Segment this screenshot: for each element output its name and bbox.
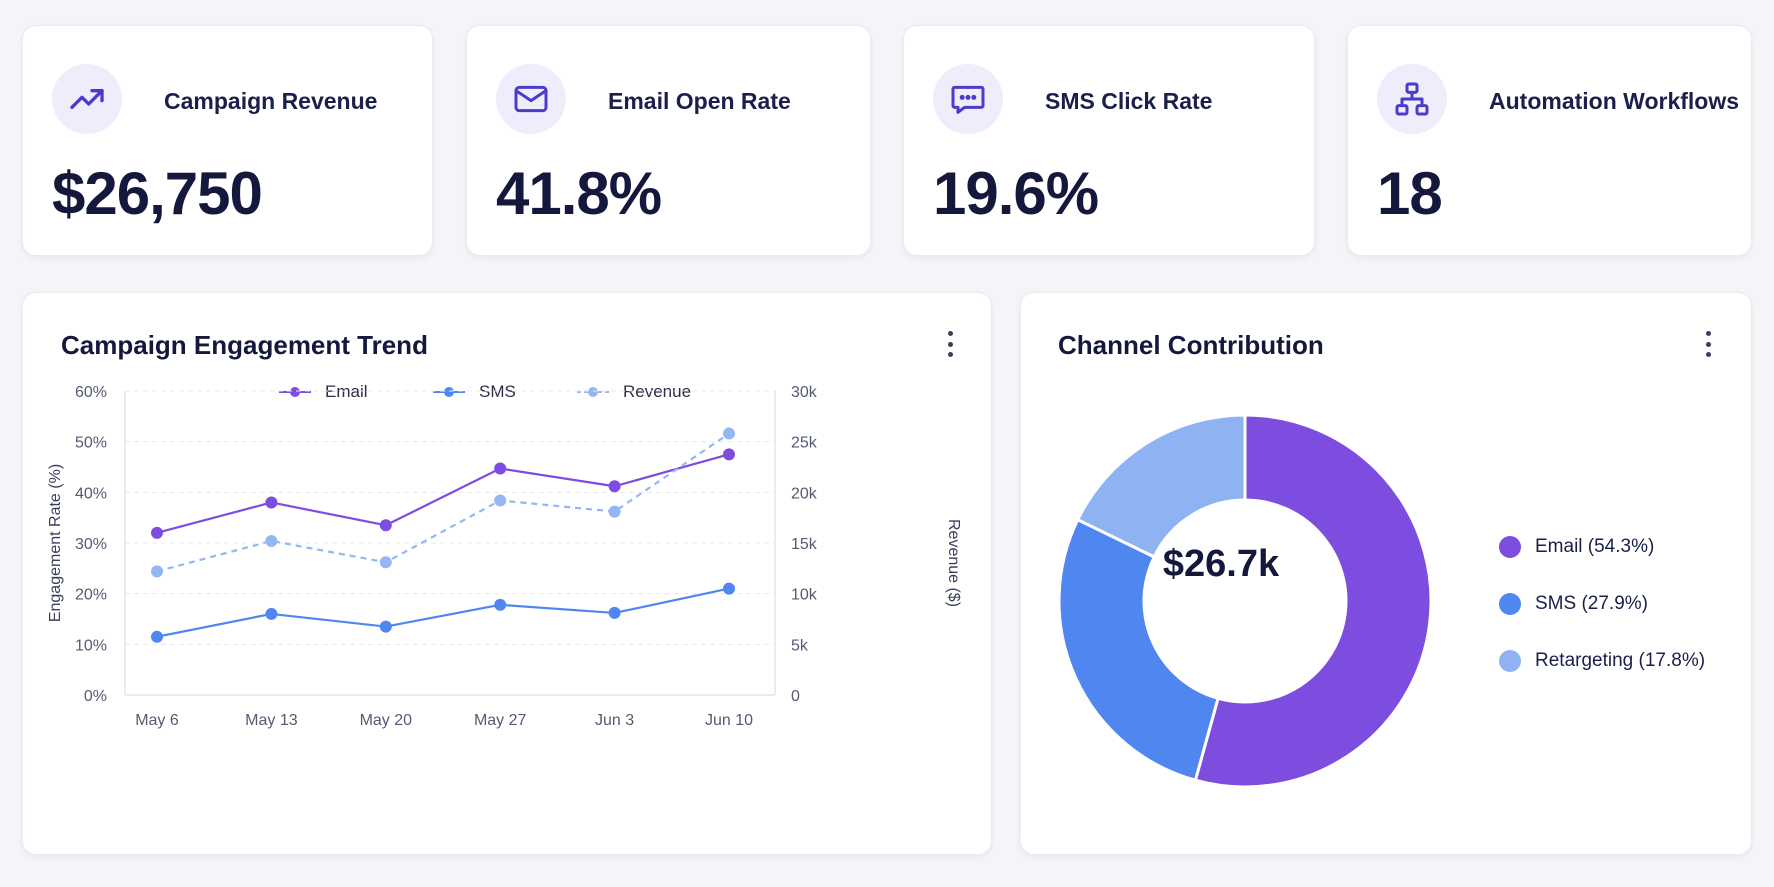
y-tick-label: 50% [75, 435, 107, 452]
more-vertical-icon[interactable] [1698, 329, 1718, 359]
data-point-email[interactable] [608, 480, 621, 493]
y2-tick-label: 0 [791, 688, 800, 705]
x-tick-label: Jun 3 [595, 712, 634, 729]
y2-tick-label: 5k [791, 637, 809, 654]
y2-axis-title: Revenue ($) [945, 519, 962, 607]
legend-label: SMS (27.9%) [1535, 593, 1648, 614]
kpi-value: $26,750 [52, 160, 263, 227]
data-point-sms[interactable] [608, 606, 621, 619]
data-point-revenue[interactable] [723, 427, 735, 440]
data-point-email[interactable] [723, 448, 735, 461]
data-point-revenue[interactable] [379, 556, 392, 569]
donut-center-label: $26.7k [1162, 543, 1280, 585]
data-point-revenue[interactable] [151, 565, 163, 578]
more-vertical-icon[interactable] [940, 329, 960, 359]
channel-donut-chart [1057, 413, 1433, 789]
donut-legend-item-email[interactable]: Email (54.3%) [1499, 536, 1654, 558]
legend-label: Email (54.3%) [1535, 536, 1655, 557]
data-point-sms[interactable] [723, 582, 735, 595]
legend-dot [1499, 536, 1521, 558]
legend-marker-email [279, 387, 311, 397]
donut-slice-sms[interactable] [1057, 518, 1220, 782]
chat-bubble-icon [933, 64, 1003, 134]
trending-up-icon [52, 64, 122, 134]
y-tick-label: 10% [75, 637, 107, 654]
x-tick-label: Jun 10 [705, 712, 753, 729]
panel-title: Channel Contribution [1058, 330, 1324, 360]
y-tick-label: 60% [75, 384, 107, 401]
kpi-title: SMS Click Rate [1045, 88, 1213, 114]
kpi-title: Automation Workflows [1489, 88, 1740, 114]
kpi-value: 19.6% [933, 160, 1099, 227]
engagement-trend-chart: 0% 0 10% 5k 20% 10k 30% 15k 40% 20k 50% 25k 60% 30k Ma… [47, 384, 962, 729]
data-point-sms[interactable] [494, 598, 507, 611]
kpi-card-email-open-rate[interactable]: Email Open Rate 41.8% [466, 25, 871, 256]
y2-tick-label: 15k [791, 536, 818, 553]
y-tick-label: 20% [75, 587, 107, 604]
data-point-revenue[interactable] [608, 505, 621, 518]
y-axis-title: Engagement Rate (%) [47, 464, 64, 622]
kpi-value: 18 [1377, 160, 1443, 227]
data-point-sms[interactable] [265, 607, 278, 620]
engagement-trend-panel: Campaign Engagement Trend Email SMS Reve… [22, 292, 992, 855]
x-tick-label: May 6 [135, 712, 179, 729]
y2-tick-label: 10k [791, 587, 818, 604]
y-tick-label: 30% [75, 536, 107, 553]
data-point-sms[interactable] [151, 630, 163, 643]
x-tick-label: May 27 [474, 712, 527, 729]
data-point-email[interactable] [151, 526, 163, 539]
series-line-sms [156, 587, 730, 638]
legend-label: Retargeting (17.8%) [1535, 650, 1706, 671]
data-point-email[interactable] [494, 462, 507, 475]
legend-dot [1499, 593, 1521, 615]
kpi-value: 41.8% [496, 160, 662, 227]
legend-marker-sms [433, 387, 465, 397]
y2-tick-label: 20k [791, 485, 818, 502]
legend-item-email[interactable]: Email [279, 382, 368, 402]
donut-slice-retargeting[interactable] [1076, 413, 1247, 559]
x-tick-label: May 13 [245, 712, 298, 729]
channel-contribution-panel: Channel Contribution $26.7k Email (54.3%… [1020, 292, 1752, 855]
data-point-revenue[interactable] [265, 534, 278, 547]
mail-icon [496, 64, 566, 134]
series-line-email [156, 453, 730, 534]
y2-tick-label: 25k [791, 435, 818, 452]
panel-title: Campaign Engagement Trend [61, 330, 428, 360]
donut-slice-email[interactable] [1193, 413, 1433, 789]
kpi-title: Email Open Rate [608, 88, 791, 114]
legend-dot [1499, 650, 1521, 672]
legend-label-email: Email [325, 382, 368, 401]
donut-legend-item-sms[interactable]: SMS (27.9%) [1499, 593, 1648, 615]
y-tick-label: 40% [75, 485, 107, 502]
workflow-icon [1377, 64, 1447, 134]
data-point-email[interactable] [379, 519, 392, 532]
kpi-card-automation-workflows[interactable]: Automation Workflows 18 [1347, 25, 1752, 256]
legend-marker-revenue [577, 387, 609, 397]
donut-legend-item-retargeting[interactable]: Retargeting (17.8%) [1499, 650, 1705, 672]
data-point-revenue[interactable] [494, 494, 507, 507]
y2-tick-label: 30k [791, 384, 818, 401]
kpi-card-campaign-revenue[interactable]: Campaign Revenue $26,750 [22, 25, 433, 256]
kpi-title: Campaign Revenue [164, 88, 378, 114]
data-point-sms[interactable] [379, 620, 392, 633]
x-tick-label: May 20 [360, 712, 413, 729]
y-tick-label: 0% [84, 688, 107, 705]
series-line-revenue [156, 432, 730, 573]
kpi-card-sms-click-rate[interactable]: SMS Click Rate 19.6% [903, 25, 1315, 256]
data-point-email[interactable] [265, 496, 278, 509]
